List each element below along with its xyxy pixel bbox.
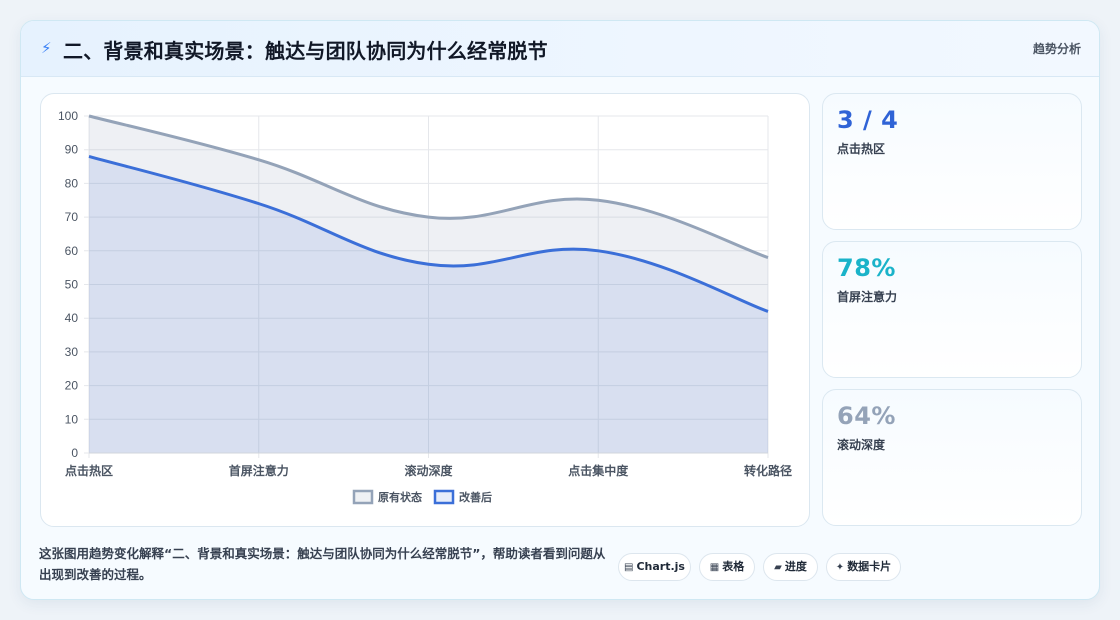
chip-label: 数据卡片 bbox=[847, 560, 892, 573]
legend-label-1: 改善后 bbox=[459, 490, 492, 504]
card-header: ⚡ 二、背景和真实场景：触达与团队协同为什么经常脱节 趋势分析 bbox=[21, 21, 1099, 77]
y-tick-label: 0 bbox=[71, 446, 78, 460]
legend-label-0: 原有状态 bbox=[378, 490, 422, 504]
sparkle-icon: ✦ bbox=[835, 562, 845, 573]
y-tick-label: 40 bbox=[65, 311, 79, 325]
legend-swatch-1 bbox=[433, 489, 455, 505]
stat-card-0: 3 / 4 点击热区 bbox=[822, 93, 1082, 230]
area-chart: 0 10 20 30 40 50 60 70 80 90 100 点击热区 首屏注意力 滚动深度 点击集中度… bbox=[58, 109, 792, 505]
y-tick-label: 100 bbox=[58, 109, 78, 123]
chip-label: 进度 bbox=[784, 560, 807, 573]
y-tick-label: 70 bbox=[65, 210, 79, 224]
y-tick-label: 30 bbox=[65, 345, 79, 359]
chart-panel: 0 10 20 30 40 50 60 70 80 90 100 点击热区 首屏注意力 滚动深度 点击集中度… bbox=[40, 93, 810, 527]
legend-swatch-0 bbox=[352, 489, 374, 505]
series-area-1 bbox=[89, 156, 768, 453]
report-card: ⚡ 二、背景和真实场景：触达与团队协同为什么经常脱节 趋势分析 0 10 20 30 4… bbox=[20, 20, 1100, 600]
series-line-1 bbox=[88, 154, 769, 313]
y-tick-label: 10 bbox=[65, 412, 79, 426]
x-tick-label: 首屏注意力 bbox=[229, 463, 289, 478]
trend-analysis-tag: 趋势分析 bbox=[1032, 42, 1081, 56]
chart-icon: ▤ bbox=[624, 562, 634, 573]
stat-value: 3 / 4 bbox=[837, 106, 899, 134]
y-tick-label: 80 bbox=[65, 176, 79, 190]
progress-icon: ▰ bbox=[774, 562, 782, 573]
chart-caption: 这张图用趋势变化解释“二、背景和真实场景：触达与团队协同为什么经常脱节”，帮助读… bbox=[39, 546, 606, 582]
chip-label: 表格 bbox=[722, 560, 745, 573]
chip-label: Chart.js bbox=[636, 560, 685, 573]
stat-label: 滚动深度 bbox=[837, 438, 886, 452]
chip-chartjs[interactable]: ▤ Chart.js bbox=[618, 553, 691, 581]
stat-card-2: 64% 滚动深度 bbox=[822, 389, 1082, 526]
y-tick-label: 50 bbox=[65, 278, 79, 292]
lightning-icon: ⚡ bbox=[41, 39, 52, 57]
table-icon: ▦ bbox=[709, 562, 720, 573]
stat-value: 78% bbox=[837, 254, 896, 282]
stat-label: 首屏注意力 bbox=[837, 290, 898, 304]
x-tick-label: 转化路径 bbox=[744, 463, 792, 478]
y-tick-label: 60 bbox=[65, 244, 79, 258]
chip-table[interactable]: ▦ 表格 bbox=[699, 553, 755, 581]
chip-data-card[interactable]: ✦ 数据卡片 bbox=[826, 553, 901, 581]
chip-progress[interactable]: ▰ 进度 bbox=[763, 553, 818, 581]
x-tick-label: 点击热区 bbox=[65, 463, 113, 478]
stat-label: 点击热区 bbox=[837, 142, 886, 156]
x-tick-label: 点击集中度 bbox=[568, 463, 629, 478]
y-tick-label: 20 bbox=[65, 379, 79, 393]
stat-card-1: 78% 首屏注意力 bbox=[822, 241, 1082, 378]
section-title: 二、背景和真实场景：触达与团队协同为什么经常脱节 bbox=[63, 39, 548, 63]
stat-value: 64% bbox=[837, 402, 896, 430]
y-tick-label: 90 bbox=[65, 143, 79, 157]
x-tick-label: 滚动深度 bbox=[404, 463, 453, 478]
series-line-0 bbox=[88, 114, 769, 259]
